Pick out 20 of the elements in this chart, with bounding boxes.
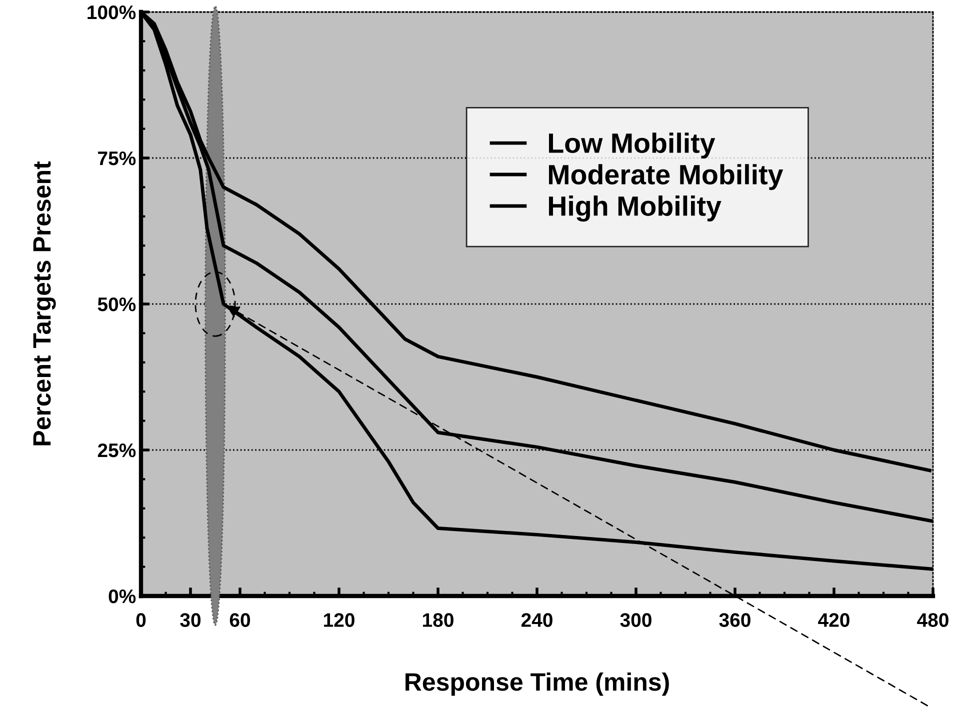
- x-tick-label: 300: [620, 613, 652, 627]
- x-tick-label: 360: [719, 613, 750, 627]
- legend-label: Moderate Mobility: [548, 164, 784, 190]
- y-tick-label: 50%: [98, 297, 136, 312]
- x-tick-label: 60: [230, 613, 250, 627]
- y-tick-label: 25%: [98, 443, 136, 458]
- x-tick-label: 420: [818, 613, 850, 627]
- legend-label: Low Mobility: [548, 132, 716, 159]
- x-axis-title: Response Time (mins): [406, 672, 669, 696]
- y-axis-title: Percent Targets Present: [33, 161, 56, 446]
- x-tick-label: 30: [180, 613, 201, 627]
- y-tick-label: 0%: [108, 589, 136, 604]
- x-tick-label: 240: [521, 613, 552, 627]
- x-tick-label: 120: [324, 613, 354, 627]
- y-tick-label: 100%: [88, 5, 136, 20]
- legend-label: High Mobility: [548, 196, 722, 222]
- x-tick-label: 480: [917, 613, 948, 627]
- y-tick-label: 75%: [98, 152, 136, 166]
- x-tick-label: 0: [136, 613, 146, 627]
- x-tick-label: 180: [423, 613, 454, 627]
